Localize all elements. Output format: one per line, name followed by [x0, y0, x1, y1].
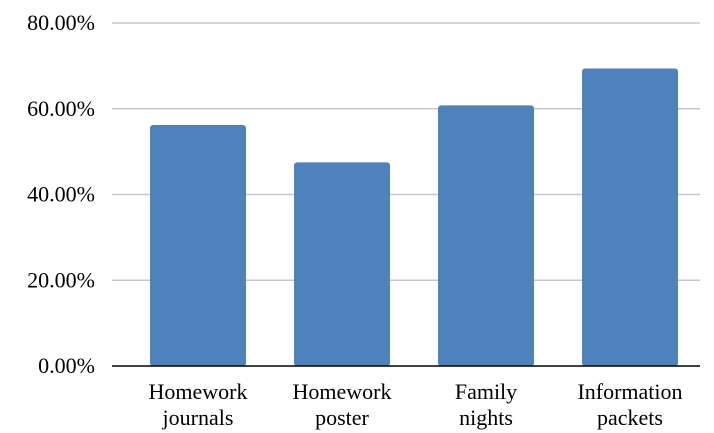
y-tick-label: 40.00%	[27, 182, 95, 207]
bar	[582, 68, 678, 366]
y-tick-label: 20.00%	[27, 267, 95, 292]
x-axis-categories: HomeworkjournalsHomeworkposterFamilynigh…	[149, 379, 683, 430]
bar	[150, 125, 246, 366]
x-category-label: Information	[577, 379, 682, 404]
y-tick-label: 80.00%	[27, 10, 95, 35]
x-category-label: packets	[597, 405, 663, 430]
x-category-label: poster	[315, 405, 369, 430]
y-tick-label: 60.00%	[27, 96, 95, 121]
bar	[438, 105, 534, 366]
x-category-label: Homework	[149, 379, 248, 404]
x-category-label: Homework	[293, 379, 392, 404]
x-category-label: Family	[455, 379, 517, 404]
y-tick-label: 0.00%	[38, 353, 95, 378]
x-category-label: nights	[459, 405, 513, 430]
x-category-label: journals	[162, 405, 234, 430]
y-axis-ticks: 0.00% 20.00% 40.00% 60.00% 80.00%	[27, 10, 95, 378]
bars	[150, 68, 678, 366]
bar	[294, 162, 390, 366]
